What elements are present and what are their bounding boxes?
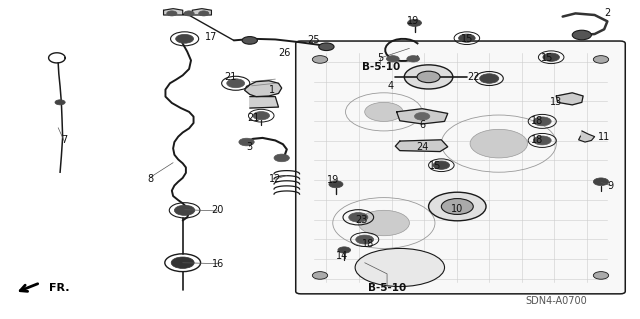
Text: 13: 13 — [550, 97, 563, 107]
Circle shape — [593, 56, 609, 63]
Text: 10: 10 — [451, 204, 463, 214]
Polygon shape — [397, 109, 448, 124]
Polygon shape — [556, 93, 583, 105]
Text: 21: 21 — [225, 72, 237, 82]
Text: 2: 2 — [604, 8, 611, 19]
Circle shape — [415, 113, 430, 120]
Circle shape — [274, 154, 289, 162]
Circle shape — [175, 34, 193, 43]
Circle shape — [533, 117, 551, 126]
Text: 18: 18 — [362, 239, 374, 249]
Circle shape — [470, 129, 527, 158]
Polygon shape — [579, 131, 595, 142]
Text: 12: 12 — [269, 174, 282, 183]
Ellipse shape — [355, 249, 445, 286]
Text: 18: 18 — [531, 136, 543, 145]
Circle shape — [479, 74, 499, 83]
Circle shape — [242, 37, 257, 44]
Text: 23: 23 — [355, 215, 368, 225]
Text: 21: 21 — [247, 113, 259, 123]
Text: FR.: FR. — [49, 283, 69, 293]
Polygon shape — [396, 140, 448, 152]
Circle shape — [174, 205, 195, 215]
Circle shape — [407, 56, 420, 62]
Circle shape — [227, 79, 244, 88]
Text: 14: 14 — [336, 251, 348, 261]
Circle shape — [358, 210, 410, 236]
Circle shape — [365, 102, 403, 122]
Circle shape — [329, 181, 343, 188]
Circle shape — [533, 136, 551, 145]
Circle shape — [572, 30, 591, 40]
Text: 15: 15 — [429, 161, 441, 171]
Text: 22: 22 — [467, 72, 479, 82]
Text: 24: 24 — [416, 142, 428, 152]
Text: 25: 25 — [307, 35, 320, 45]
Circle shape — [319, 43, 334, 50]
Circle shape — [239, 138, 254, 146]
Text: SDN4-A0700: SDN4-A0700 — [525, 296, 587, 306]
Text: 19: 19 — [406, 16, 419, 26]
Circle shape — [593, 178, 609, 186]
FancyBboxPatch shape — [296, 41, 625, 294]
Text: 11: 11 — [598, 132, 611, 142]
Text: 1: 1 — [269, 85, 275, 95]
Polygon shape — [244, 81, 282, 97]
Text: 19: 19 — [326, 175, 339, 185]
Text: 15: 15 — [461, 34, 473, 44]
Circle shape — [338, 247, 351, 253]
Circle shape — [387, 56, 399, 62]
Circle shape — [442, 198, 473, 214]
Text: 4: 4 — [387, 81, 394, 92]
Text: 20: 20 — [212, 205, 224, 215]
Text: 16: 16 — [212, 259, 224, 269]
Circle shape — [593, 271, 609, 279]
Text: 7: 7 — [61, 136, 68, 145]
Circle shape — [253, 112, 269, 120]
Text: 8: 8 — [148, 174, 154, 183]
Circle shape — [312, 56, 328, 63]
Text: 18: 18 — [531, 116, 543, 126]
Circle shape — [312, 271, 328, 279]
Circle shape — [55, 100, 65, 105]
Text: B-5-10: B-5-10 — [368, 283, 406, 293]
Text: 15: 15 — [541, 53, 553, 63]
Polygon shape — [164, 9, 211, 15]
Text: 6: 6 — [419, 120, 425, 130]
Text: 26: 26 — [278, 48, 291, 58]
Circle shape — [433, 161, 450, 169]
Polygon shape — [250, 97, 278, 108]
Circle shape — [349, 212, 368, 222]
Circle shape — [167, 11, 177, 16]
Circle shape — [184, 11, 194, 16]
Text: 5: 5 — [378, 53, 384, 63]
Circle shape — [356, 235, 374, 244]
Text: 3: 3 — [246, 142, 253, 152]
Circle shape — [543, 53, 559, 61]
Text: B-5-10: B-5-10 — [362, 63, 400, 72]
Circle shape — [429, 192, 486, 221]
Circle shape — [417, 71, 440, 83]
Circle shape — [172, 257, 194, 269]
Circle shape — [404, 65, 453, 89]
Circle shape — [459, 34, 475, 42]
Text: 9: 9 — [607, 182, 614, 191]
Text: 17: 17 — [205, 32, 218, 42]
Circle shape — [408, 19, 422, 26]
Circle shape — [198, 11, 209, 16]
